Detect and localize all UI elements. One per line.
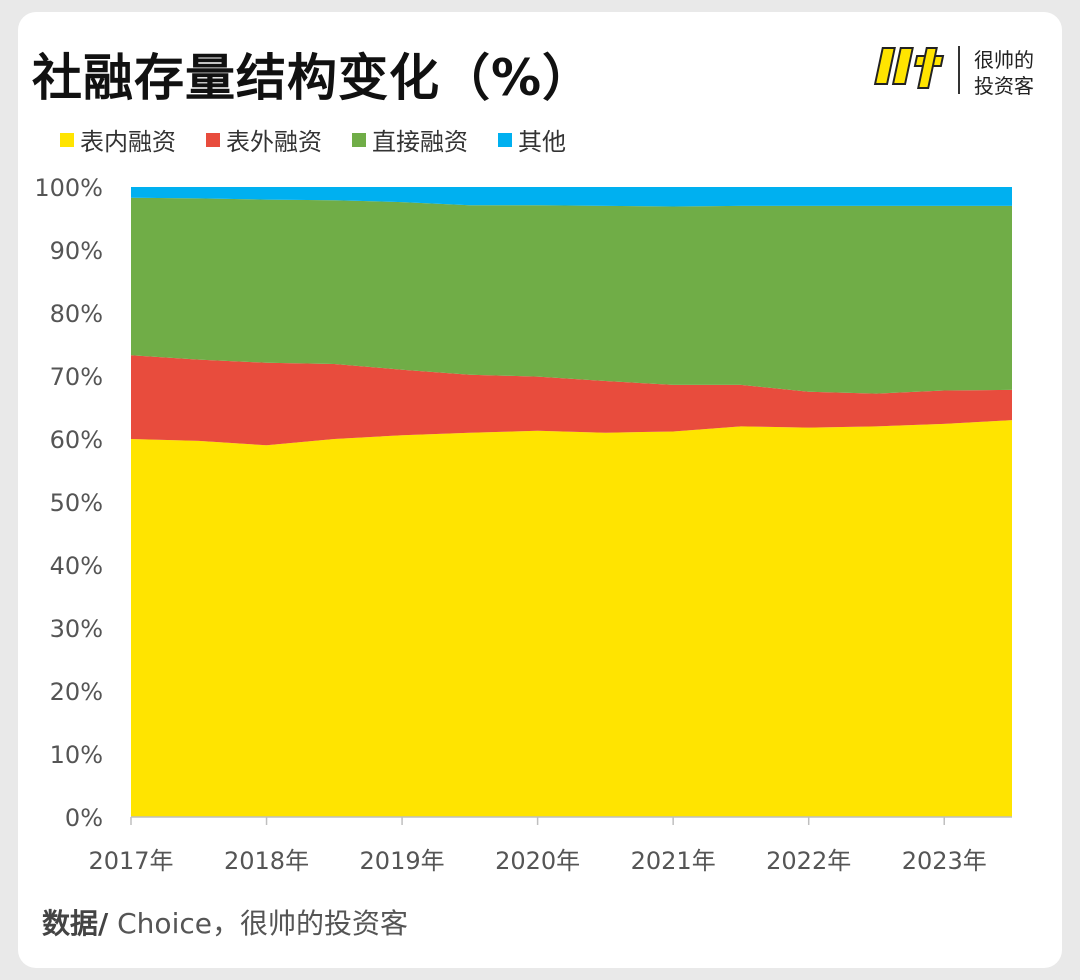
area-series bbox=[131, 187, 1012, 207]
x-tick-label: 2021年 bbox=[631, 847, 716, 875]
legend-item: 表内融资 bbox=[60, 122, 176, 157]
brand-name-line1: 很帅的 bbox=[974, 48, 1034, 72]
legend-item: 直接融资 bbox=[352, 122, 468, 157]
legend-swatch bbox=[206, 132, 220, 147]
area-series bbox=[131, 420, 1012, 817]
y-tick-label: 50% bbox=[50, 489, 103, 517]
area-series bbox=[131, 355, 1012, 446]
y-tick-label: 0% bbox=[65, 804, 103, 832]
x-tick-label: 2023年 bbox=[902, 847, 987, 875]
x-tick-label: 2019年 bbox=[360, 847, 445, 875]
chart-legend: 表内融资 表外融资 直接融资 其他 bbox=[60, 122, 566, 157]
shuai-logo-icon bbox=[873, 47, 945, 89]
x-tick-label: 2018年 bbox=[224, 847, 309, 875]
legend-label: 直接融资 bbox=[372, 128, 468, 156]
legend-swatch bbox=[352, 132, 366, 147]
y-tick-label: 40% bbox=[50, 552, 103, 580]
legend-item: 表外融资 bbox=[206, 122, 322, 157]
legend-swatch bbox=[60, 132, 74, 147]
y-tick-label: 80% bbox=[50, 300, 103, 328]
y-tick-label: 60% bbox=[50, 426, 103, 454]
brand-name-line2: 投资客 bbox=[974, 74, 1034, 98]
brand: 很帅的 投资客 bbox=[866, 42, 1056, 98]
y-tick-label: 90% bbox=[50, 237, 103, 265]
y-tick-label: 100% bbox=[34, 174, 103, 202]
area-series bbox=[131, 197, 1012, 394]
y-tick-label: 10% bbox=[50, 741, 103, 769]
brand-divider bbox=[958, 46, 960, 94]
chart-plot: 0% 10% 20% 30% 40% 50% 60% 70% 80% 90% 100% 2017年 20… bbox=[34, 174, 1012, 875]
chart-title: 社融存量结构变化（%） bbox=[32, 49, 594, 107]
legend-label: 其他 bbox=[518, 128, 566, 156]
y-tick-label: 70% bbox=[50, 363, 103, 391]
data-source: 数据/ Choice，很帅的投资客 bbox=[42, 902, 408, 942]
data-source-label: 数据/ bbox=[42, 907, 109, 940]
data-source-text: Choice，很帅的投资客 bbox=[108, 907, 408, 940]
y-tick-label: 20% bbox=[50, 678, 103, 706]
y-tick-label: 30% bbox=[50, 615, 103, 643]
x-tick-label: 2017年 bbox=[88, 847, 173, 875]
legend-label: 表内融资 bbox=[80, 128, 176, 156]
x-tick-label: 2022年 bbox=[766, 847, 851, 875]
legend-label: 表外融资 bbox=[226, 128, 322, 156]
legend-swatch bbox=[498, 132, 512, 147]
x-tick-label: 2020年 bbox=[495, 847, 580, 875]
legend-item: 其他 bbox=[498, 122, 566, 157]
